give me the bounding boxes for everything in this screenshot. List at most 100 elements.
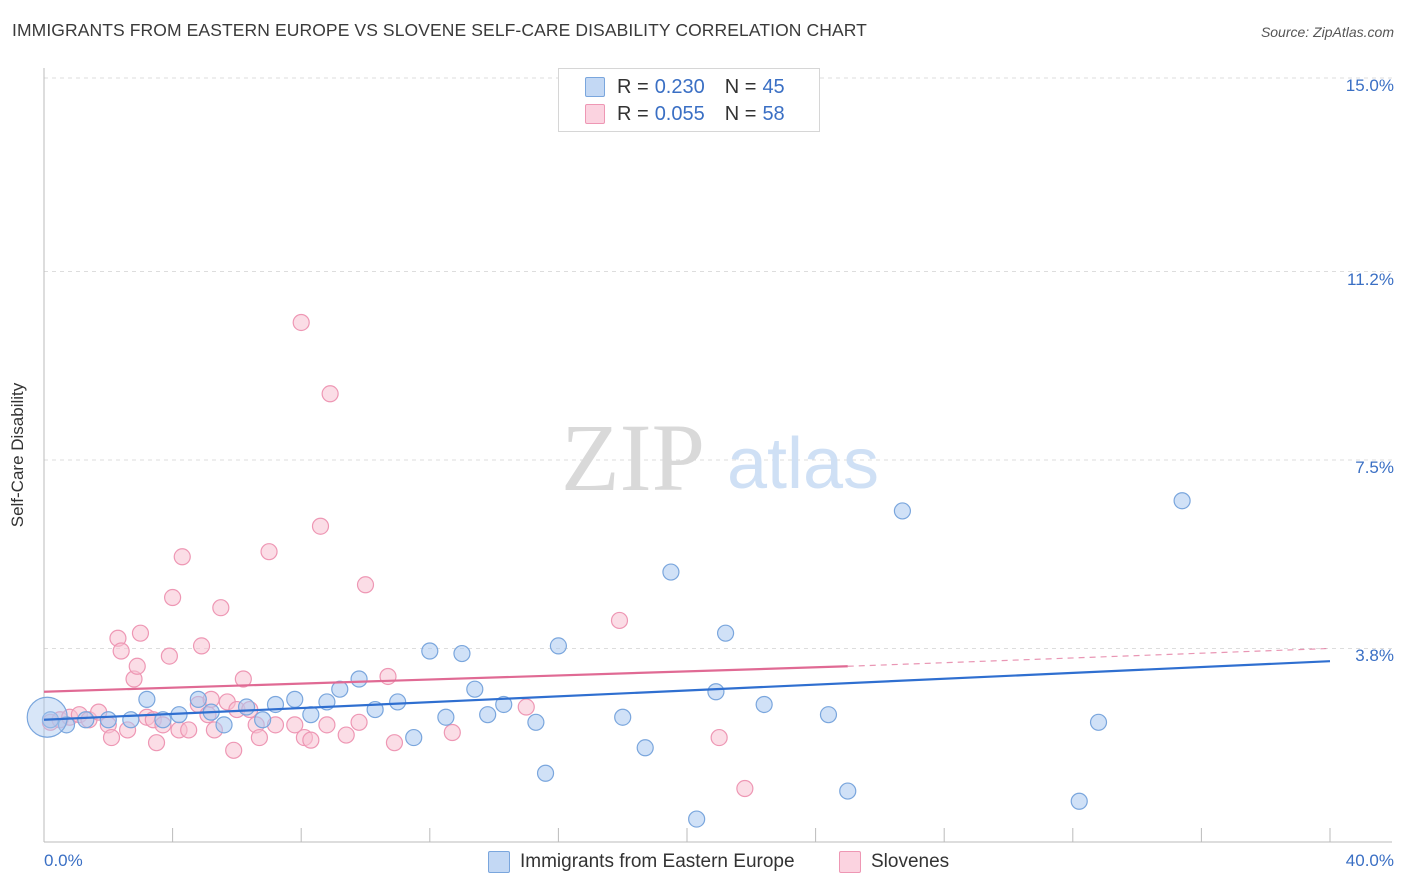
slovene-point [517,698,535,716]
y-tick-label: 7.5% [1355,458,1394,477]
slovene-point [610,611,629,630]
legend-r-value: 0.055 [654,102,705,125]
eastern-europe-point [286,690,304,708]
watermark: ZIP atlas [561,404,879,511]
bottom-legend-swatch-pink [839,851,861,873]
eastern-europe-point [389,693,407,711]
slovene-point [147,734,166,752]
eastern-europe-point [495,695,513,714]
legend-r-value: 0.230 [654,75,705,98]
y-tick-label: 11.2% [1347,269,1394,289]
eastern-europe-point [1089,713,1108,731]
eastern-europe-point [215,716,233,734]
eastern-europe-point [549,637,568,655]
slovene-trend-extension [847,647,1331,667]
slovene-point [173,548,191,566]
eastern-europe-point [350,670,368,688]
eastern-europe-point [437,708,455,726]
bottom-legend-pink: Slovenes [839,851,949,873]
eastern-europe-point [237,698,256,716]
eastern-europe-point [138,690,156,708]
eastern-europe-point [636,739,654,757]
legend-n-label: N = [724,102,757,125]
slovene-point [225,741,243,759]
legend-r-label: R = [617,75,649,98]
eastern-europe-point [839,782,857,800]
slovene-point [350,713,368,731]
grid [44,77,1392,649]
eastern-europe-point [893,502,912,520]
eastern-europe-trend-line [43,660,1331,721]
slovenes-points [41,313,754,798]
eastern-europe-point [536,764,555,782]
slovene-point [260,543,278,561]
trend-lines [43,647,1331,721]
x-tick-min: 0.0% [44,851,83,870]
eastern-europe-point [421,642,439,660]
watermark-zip: ZIP [561,404,705,511]
eastern-europe-point [57,716,76,734]
slovene-point [250,728,269,747]
slovene-point [102,728,121,747]
watermark-atlas: atlas [727,424,879,504]
eastern-europe-points [26,492,1191,828]
slovene-point [736,779,754,798]
eastern-europe-point [254,711,272,729]
slovene-point [321,385,339,403]
eastern-europe-point [614,708,632,726]
eastern-europe-cluster-point [26,696,68,738]
legend-row-blue: R = 0.230 N = 45 [585,75,785,99]
slovene-point [128,657,146,675]
legend-r-label: R = [617,102,649,125]
slovene-point [292,313,310,332]
eastern-europe-point [189,690,207,708]
bottom-legend-blue: Immigrants from Eastern Europe [488,851,795,873]
slovene-point [443,723,461,742]
eastern-europe-point [755,695,773,714]
legend-n-value: 58 [762,102,785,125]
y-tick-label: 3.8% [1355,646,1394,666]
bottom-legend-label: Slovenes [871,851,950,872]
y-tick-label: 15.0% [1345,76,1394,95]
eastern-europe-point [77,711,95,729]
chart-title: IMMIGRANTS FROM EASTERN EUROPE VS SLOVEN… [12,20,867,40]
eastern-europe-point [716,624,735,642]
eastern-europe-point [688,810,706,828]
slovene-point [337,726,355,744]
legend-row-pink: R = 0.055 N = 58 [585,102,785,126]
axes [43,68,1392,843]
legend-swatch-pink [585,104,605,124]
eastern-europe-point [1070,792,1088,810]
eastern-europe-point [466,680,484,698]
eastern-europe-point [707,683,725,701]
slovene-point [356,576,375,594]
eastern-europe-point [154,711,172,729]
slovene-point [164,588,182,607]
slovene-point [234,670,252,688]
stats-legend: R = 0.230 N = 45 R = 0.055 N = 58 [558,68,820,132]
slovene-point [286,716,304,734]
eastern-europe-point [453,644,471,663]
eastern-europe-point [662,563,680,581]
slovene-point [112,642,130,660]
eastern-europe-point [819,706,838,724]
eastern-europe-point [331,680,349,698]
eastern-europe-point [122,711,140,729]
eastern-europe-point [479,706,497,724]
slovene-trend-line [43,665,848,693]
slovene-point [131,624,150,642]
eastern-europe-point [99,711,117,729]
source-credit: Source: ZipAtlas.com [1260,24,1394,40]
eastern-europe-point [527,713,545,731]
legend-n-label: N = [724,75,757,98]
x-tick-max: 40.0% [1345,851,1394,870]
slovene-point [318,716,336,734]
y-axis-label: Self-Care Disability [8,382,27,528]
slovene-point [192,637,211,655]
eastern-europe-point [302,706,320,724]
eastern-europe-point [1173,492,1191,510]
bottom-legend-label: Immigrants from Eastern Europe [520,851,795,872]
slovene-point [710,728,728,747]
slovene-point [160,647,178,665]
